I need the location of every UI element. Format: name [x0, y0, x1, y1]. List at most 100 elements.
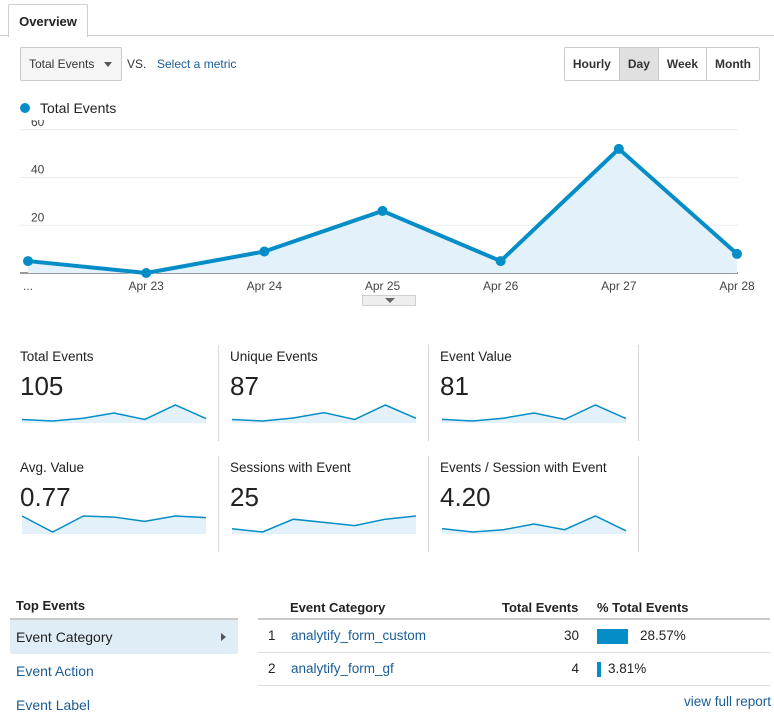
scorecard-label: Sessions with Event: [230, 460, 351, 475]
scorecard-value: 4.20: [440, 482, 491, 512]
scorecard-label: Events / Session with Event: [440, 460, 607, 475]
chevron-right-icon: [221, 633, 226, 641]
x-tick-label: Apr 23: [128, 279, 164, 293]
scorecard-sparkline: [231, 515, 417, 534]
share-bar: [597, 662, 602, 677]
period-hourly-button[interactable]: Hourly: [564, 48, 619, 80]
scorecard-label: Avg. Value: [20, 460, 85, 475]
legend-label: Total Events: [40, 100, 117, 116]
scorecard[interactable]: Event Value 81: [440, 345, 639, 441]
sparkline-area: [22, 516, 206, 534]
scorecard-sparkline: [231, 404, 417, 423]
scorecard-value: 0.77: [20, 482, 71, 512]
sparkline-line: [21, 404, 207, 422]
header-event-category[interactable]: Event Category: [290, 600, 386, 615]
scorecard-sparkline: [441, 515, 627, 534]
scorecard-value: 25: [230, 482, 259, 512]
row-total-events: 30: [563, 628, 579, 643]
sparkline-area: [22, 405, 206, 423]
top-events-item-label: Event Action: [16, 663, 94, 679]
top-events-item-event-label[interactable]: Event Label: [10, 688, 238, 722]
top-events-item-label: Event Label: [16, 697, 90, 713]
x-tick-label: Apr 25: [365, 279, 401, 293]
data-point: [613, 143, 624, 154]
top-events-item-label: Event Category: [16, 629, 113, 645]
scorecard[interactable]: Sessions with Event 25: [230, 456, 429, 552]
x-tick-label: Apr 28: [719, 279, 755, 293]
period-week-button[interactable]: Week: [657, 48, 707, 80]
data-point: [495, 256, 506, 267]
scorecard-divider: [218, 345, 219, 441]
period-month-button[interactable]: Month: [706, 48, 759, 80]
data-point: [141, 268, 152, 278]
scorecard-label: Event Value: [440, 349, 512, 364]
x-tick-label: Apr 27: [601, 279, 637, 293]
row-total-events: 4: [571, 661, 579, 676]
row-pct-total: 28.57%: [640, 628, 686, 643]
sparkline-line: [441, 404, 627, 422]
data-point: [377, 205, 388, 216]
top-events-title: Top Events: [10, 598, 238, 620]
sparkline-line: [21, 515, 207, 533]
metric-select[interactable]: Total Events: [20, 47, 122, 81]
top-events-item-event-action[interactable]: Event Action: [10, 654, 238, 688]
total-events-chart: 20 40 60... Apr 23 Apr 24 Apr 25 Apr 26 Apr 27 A…: [20, 120, 755, 293]
sparkline-line: [231, 515, 417, 533]
header-total-events[interactable]: Total Events: [502, 600, 579, 615]
scorecard-label: Total Events: [20, 349, 94, 364]
scorecard-value: 87: [230, 371, 259, 401]
data-point: [732, 248, 742, 259]
y-tick-label: 40: [31, 163, 45, 177]
chart-toolbar: Total Events VS. Select a metric Hourly …: [20, 47, 760, 81]
metric-select-value: Total Events: [29, 57, 95, 71]
row-index: 2: [268, 661, 276, 676]
x-tick-label: ...: [23, 279, 33, 293]
data-point: [259, 246, 270, 257]
scorecard-divider: [428, 345, 429, 441]
chevron-down-icon: [385, 298, 395, 303]
caret-down-icon: [104, 62, 112, 67]
vs-label: VS.: [127, 57, 147, 71]
data-point: [23, 256, 33, 267]
scorecard-divider: [638, 345, 639, 441]
x-tick-label: Apr 26: [483, 279, 519, 293]
legend-dot-icon: [20, 103, 30, 113]
share-bar: [597, 629, 629, 644]
scorecard-label: Unique Events: [230, 349, 318, 364]
scorecard-divider: [218, 456, 219, 552]
tab-overview[interactable]: Overview: [8, 4, 88, 37]
scorecard[interactable]: Events / Session with Event 4.20: [440, 456, 639, 552]
sparkline-line: [231, 404, 417, 422]
row-pct-total: 3.81%: [608, 661, 647, 676]
sparkline-area: [442, 516, 626, 534]
select-metric-link[interactable]: Select a metric: [157, 57, 237, 71]
sparkline-line: [441, 515, 627, 533]
scorecard[interactable]: Unique Events 87: [230, 345, 429, 441]
header-pct-total-events[interactable]: % Total Events: [597, 600, 689, 615]
event-category-link[interactable]: analytify_form_custom: [291, 628, 427, 643]
x-tick-label: Apr 24: [247, 279, 283, 293]
event-category-link[interactable]: analytify_form_gf: [291, 661, 394, 676]
y-tick-label: 60: [31, 120, 45, 129]
sparkline-area: [232, 516, 416, 534]
scorecard-value: 105: [20, 371, 64, 401]
view-full-report-link[interactable]: view full report: [683, 694, 771, 709]
chart-expander-handle[interactable]: [362, 295, 416, 306]
y-tick-label: 20: [31, 210, 45, 224]
top-events-panel: Top Events Event Category Event Action E…: [10, 598, 238, 722]
period-switcher: Hourly Day Week Month: [563, 47, 760, 81]
table-row: 1 analytify_form_custom 30 28.57%: [258, 620, 770, 653]
tab-bar: Overview: [0, 0, 774, 37]
period-day-button[interactable]: Day: [618, 48, 658, 80]
top-events-item-event-category[interactable]: Event Category: [10, 620, 238, 654]
table-header: Event Category Total Events % Total Even…: [258, 598, 770, 620]
row-index: 1: [268, 628, 276, 643]
sparkline-area: [442, 405, 626, 423]
table-row: 2 analytify_form_gf 4 3.81%: [258, 653, 770, 686]
scorecard-value: 81: [440, 371, 469, 401]
scorecard[interactable]: Total Events 105: [20, 345, 219, 441]
scorecard-sparkline: [21, 515, 207, 534]
scorecard[interactable]: Avg. Value 0.77: [20, 456, 219, 552]
scorecard-divider: [638, 456, 639, 552]
event-category-table: Event Category Total Events % Total Even…: [258, 598, 770, 686]
